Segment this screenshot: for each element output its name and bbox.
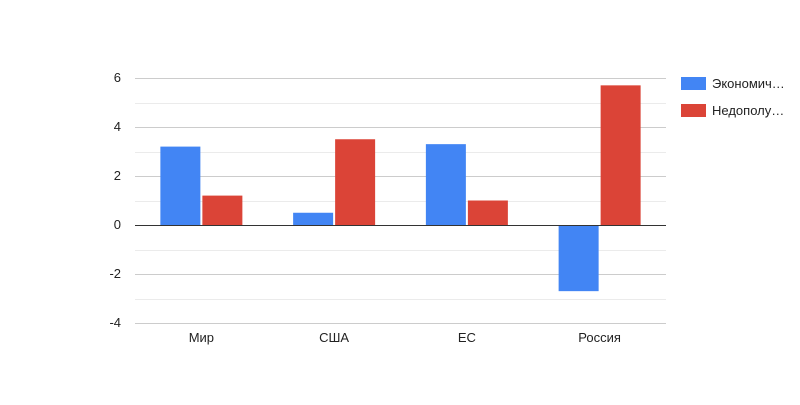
bar-series-2-2[interactable]	[467, 200, 508, 226]
x-tick-label: США	[319, 330, 349, 345]
grid-lines	[135, 78, 666, 324]
y-tick-label: 4	[114, 119, 121, 134]
bar-series-2-1[interactable]	[335, 139, 376, 225]
legend-swatch-series-2[interactable]	[681, 104, 706, 117]
legend-swatch-series-1[interactable]	[681, 77, 706, 90]
x-tick-label: Мир	[189, 330, 214, 345]
legend: Экономич… Недополу…	[681, 76, 785, 118]
bars	[160, 85, 641, 292]
y-tick-label: -4	[109, 315, 121, 330]
bar-series-1-1[interactable]	[293, 212, 334, 225]
y-tick-label: 2	[114, 168, 121, 183]
y-tick-label: -2	[109, 266, 121, 281]
bar-series-2-3[interactable]	[600, 85, 641, 225]
y-tick-label: 6	[114, 70, 121, 85]
bar-series-1-0[interactable]	[160, 146, 201, 225]
x-axis-ticks: Мир США ЕС Россия	[189, 330, 621, 345]
y-tick-label: 0	[114, 217, 121, 232]
legend-label-series-1[interactable]: Экономич…	[712, 76, 785, 91]
bar-series-2-0[interactable]	[202, 195, 243, 225]
x-tick-label: Россия	[578, 330, 621, 345]
legend-label-series-2[interactable]: Недополу…	[712, 103, 784, 118]
bar-series-1-2[interactable]	[425, 144, 466, 225]
y-axis-ticks: 6 4 2 0 -2 -4	[109, 70, 121, 330]
x-tick-label: ЕС	[458, 330, 476, 345]
bar-series-1-3[interactable]	[558, 225, 599, 292]
